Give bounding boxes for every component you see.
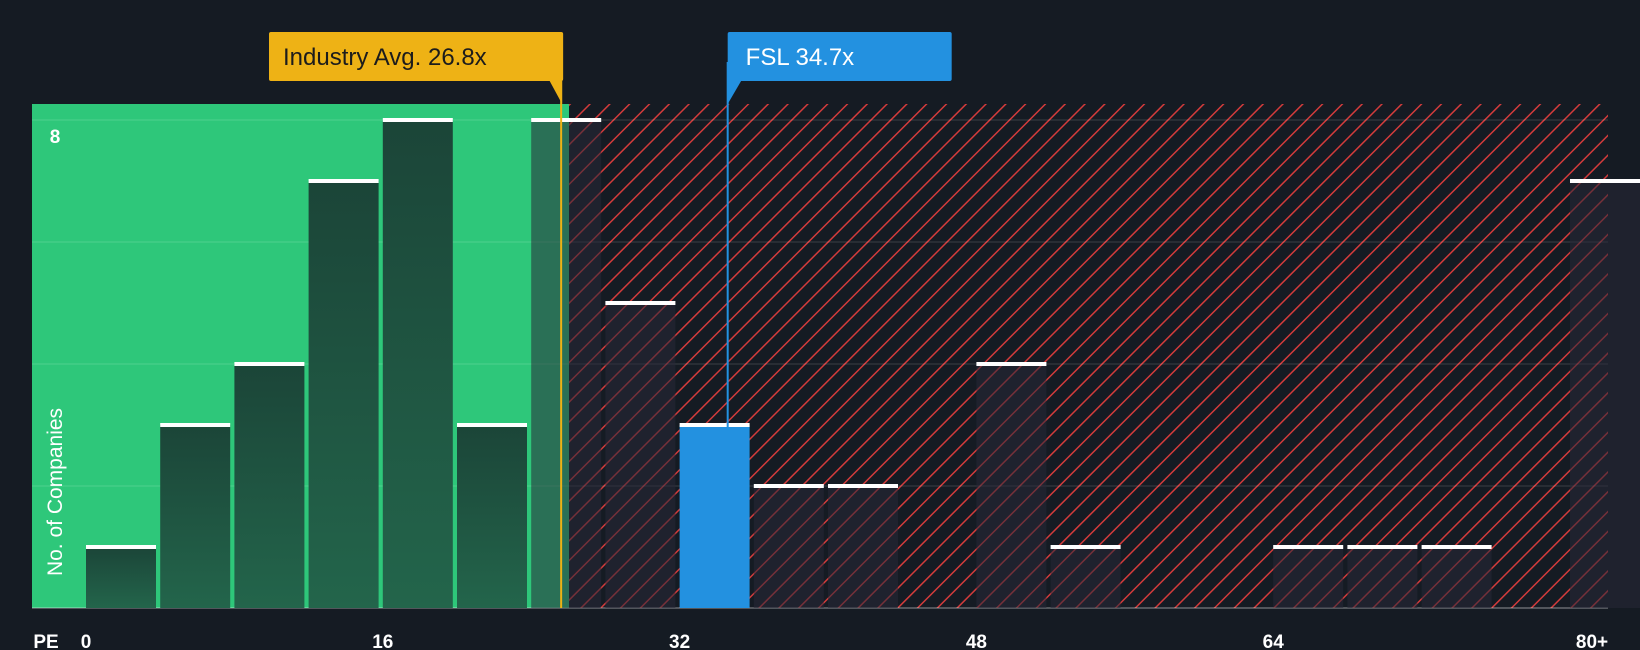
histogram-bar-80: [1570, 181, 1640, 608]
histogram-bar-cap-48: [976, 362, 1047, 366]
company-pe-callout: [727, 32, 952, 81]
histogram-bar-cap-8: [234, 362, 305, 366]
histogram-bar-20: [457, 425, 527, 608]
histogram-bar-40: [828, 486, 898, 608]
histogram-bar-cap-32: [679, 423, 750, 427]
histogram-bar-cap-12: [308, 179, 379, 183]
histogram-bar-cap-68: [1347, 545, 1418, 549]
histogram-bar-24: [531, 120, 602, 608]
histogram-bar-16: [382, 120, 453, 608]
histogram-bar-cap-80: [1570, 179, 1640, 183]
industry-avg-callout-pointer: [549, 80, 563, 104]
histogram-bar-cap-4: [160, 423, 231, 427]
histogram-bar-cap-64: [1273, 545, 1344, 549]
x-tick-label: 0: [81, 632, 92, 650]
x-tick-label: 32: [669, 632, 690, 650]
histogram-bar-36: [753, 486, 824, 608]
histogram-bar-68: [1347, 547, 1418, 608]
industry-avg-callout: [269, 32, 564, 81]
x-tick-label: 80+: [1576, 632, 1608, 650]
histogram-bar-4: [160, 425, 231, 608]
histogram-bar-52: [1050, 547, 1121, 608]
histogram-bar-cap-28: [605, 301, 676, 305]
histogram-bar-cap-16: [382, 118, 453, 122]
x-tick-label: 64: [1263, 632, 1285, 650]
industry-avg-label: Industry Avg. 26.8x: [283, 44, 487, 71]
histogram-bar-8: [234, 364, 305, 608]
histogram-bar-0: [86, 547, 156, 608]
histogram-bar-cap-20: [457, 423, 527, 427]
histogram-bar-cap-52: [1050, 545, 1121, 549]
histogram-bar-32: [679, 425, 750, 608]
histogram-bar-cap-24: [531, 118, 602, 122]
histogram-bar-cap-36: [753, 484, 824, 488]
histogram-bar-48: [976, 364, 1047, 608]
histogram-bar-12: [308, 181, 379, 608]
y-tick-label-8: 8: [50, 127, 61, 148]
histogram-bar-28: [605, 303, 676, 608]
company-pe-label: FSL 34.7x: [746, 44, 855, 71]
y-axis-label: No. of Companies: [44, 408, 67, 576]
histogram-bar-72: [1421, 547, 1492, 608]
x-tick-label: 16: [372, 632, 393, 650]
histogram-bar-cap-0: [86, 545, 156, 549]
company-pe-callout-pointer: [727, 80, 742, 104]
x-axis-label: PE: [33, 632, 58, 650]
histogram-bar-64: [1273, 547, 1344, 608]
histogram-bar-cap-40: [828, 484, 898, 488]
histogram-bar-cap-72: [1421, 545, 1492, 549]
x-tick-label: 48: [966, 632, 987, 650]
